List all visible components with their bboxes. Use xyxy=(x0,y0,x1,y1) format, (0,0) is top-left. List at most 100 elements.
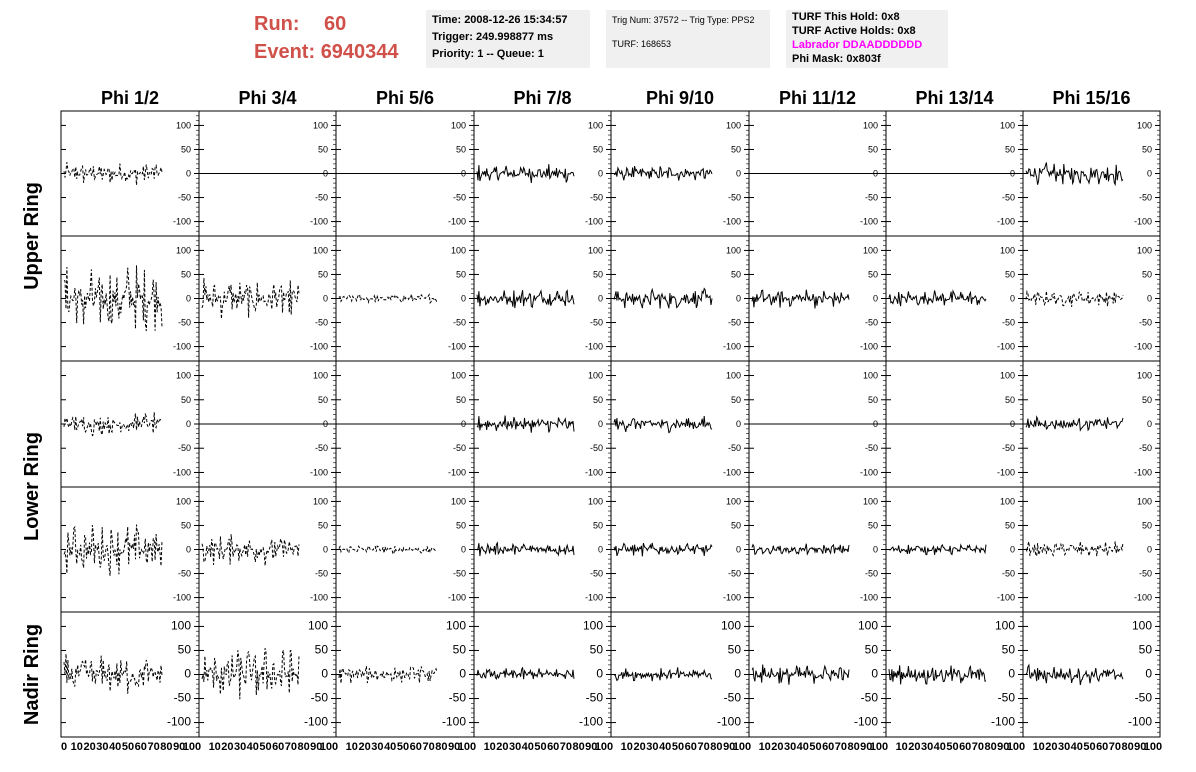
y-tick-label: 0 xyxy=(186,545,191,555)
x-tick-label: 40 xyxy=(247,741,259,753)
y-tick-label: 100 xyxy=(1000,371,1015,381)
x-tick-label: 30 xyxy=(784,741,796,753)
y-tick-label: -100 xyxy=(1134,593,1152,603)
y-tick-label: -100 xyxy=(585,467,603,477)
y-tick-label: -50 xyxy=(178,193,191,203)
y-tick-label: -50 xyxy=(449,691,467,705)
y-tick-label: 50 xyxy=(593,144,603,154)
y-tick-label: 100 xyxy=(1137,496,1152,506)
y-tick-label: 50 xyxy=(178,642,192,656)
y-tick-label: 50 xyxy=(318,144,328,154)
x-tick-label: 80 xyxy=(297,741,309,753)
y-tick-label: 0 xyxy=(1147,419,1152,429)
waveform-trace xyxy=(888,665,987,685)
y-tick-label: 50 xyxy=(1005,520,1015,530)
y-tick-label: -50 xyxy=(178,318,191,328)
y-tick-label: 50 xyxy=(865,642,879,656)
priority-text: Priority: 1 -- Queue: 1 xyxy=(432,48,544,60)
x-tick-label: 60 xyxy=(959,741,971,753)
x-tick-label: 70 xyxy=(560,741,572,753)
y-tick-label: -100 xyxy=(1134,342,1152,352)
y-tick-label: 50 xyxy=(456,520,466,530)
waveform-trace xyxy=(613,667,713,682)
y-tick-label: 100 xyxy=(588,371,603,381)
y-tick-label: 100 xyxy=(1137,120,1152,130)
y-tick-label: 50 xyxy=(1142,144,1152,154)
y-tick-label: 50 xyxy=(456,269,466,279)
x-tick-label: 60 xyxy=(1096,741,1108,753)
y-tick-label: -100 xyxy=(173,217,191,227)
x-tick-label: 10 xyxy=(1033,741,1045,753)
y-tick-label: 100 xyxy=(451,245,466,255)
y-tick-label: -100 xyxy=(860,217,878,227)
y-tick-label: -50 xyxy=(590,193,603,203)
y-tick-label: -50 xyxy=(998,691,1016,705)
y-tick-label: 0 xyxy=(736,169,741,179)
waveform-trace xyxy=(613,165,713,181)
y-tick-label: -100 xyxy=(173,467,191,477)
x-tick-label: 100 xyxy=(870,741,888,753)
y-tick-label: -100 xyxy=(448,217,466,227)
y-tick-label: -100 xyxy=(1134,467,1152,477)
y-tick-label: 50 xyxy=(181,144,191,154)
x-tick-label: 30 xyxy=(646,741,658,753)
y-tick-label: 100 xyxy=(451,371,466,381)
y-tick-label: 50 xyxy=(181,269,191,279)
y-tick-label: -50 xyxy=(590,318,603,328)
y-tick-label: -50 xyxy=(865,569,878,579)
y-tick-label: 100 xyxy=(446,618,466,632)
y-tick-label: 100 xyxy=(313,245,328,255)
y-tick-label: 50 xyxy=(318,269,328,279)
y-tick-label: 100 xyxy=(726,245,741,255)
waveform-trace xyxy=(613,542,713,557)
x-tick-label: 10 xyxy=(484,741,496,753)
x-tick-label: 70 xyxy=(972,741,984,753)
x-tick-label: 90 xyxy=(585,741,597,753)
y-tick-label: -100 xyxy=(997,217,1015,227)
y-tick-label: 100 xyxy=(588,496,603,506)
y-tick-label: -50 xyxy=(590,569,603,579)
y-tick-label: 100 xyxy=(726,120,741,130)
waveform-trace xyxy=(613,416,713,434)
y-tick-label: -50 xyxy=(1135,691,1153,705)
y-tick-label: -50 xyxy=(1002,318,1015,328)
x-tick-label: 70 xyxy=(147,741,159,753)
y-tick-label: -100 xyxy=(860,342,878,352)
x-tick-label: 60 xyxy=(547,741,559,753)
y-tick-label: -100 xyxy=(448,342,466,352)
time-text: Time: 2008-12-26 15:34:57 xyxy=(432,14,568,26)
x-tick-label: 60 xyxy=(410,741,422,753)
y-tick-label: -100 xyxy=(448,467,466,477)
y-tick-label: -50 xyxy=(728,193,741,203)
x-tick-label: 30 xyxy=(1058,741,1070,753)
waveform-trace xyxy=(201,277,300,319)
column-title: Phi 9/10 xyxy=(646,88,714,108)
y-tick-label: -100 xyxy=(173,593,191,603)
y-tick-label: -50 xyxy=(174,691,192,705)
y-tick-label: 100 xyxy=(451,120,466,130)
x-tick-label: 40 xyxy=(522,741,534,753)
y-tick-label: 100 xyxy=(863,371,878,381)
y-tick-label: 50 xyxy=(868,144,878,154)
y-tick-label: 50 xyxy=(456,395,466,405)
y-tick-label: 0 xyxy=(598,419,603,429)
x-tick-label: 50 xyxy=(534,741,546,753)
x-tick-label: 80 xyxy=(160,741,172,753)
column-title: Phi 1/2 xyxy=(101,88,159,108)
x-tick-label: 10 xyxy=(896,741,908,753)
x-tick-label: 60 xyxy=(685,741,697,753)
row-title: Nadir Ring xyxy=(21,624,43,725)
event-label: Event: xyxy=(254,41,316,63)
waveform-trace xyxy=(751,543,850,556)
y-tick-label: 50 xyxy=(731,395,741,405)
y-tick-label: -100 xyxy=(1128,715,1152,729)
waveform-trace xyxy=(201,648,300,700)
x-tick-label: 10 xyxy=(621,741,633,753)
x-tick-label: 50 xyxy=(259,741,271,753)
y-tick-label: 0 xyxy=(736,294,741,304)
waveform-trace xyxy=(338,666,438,684)
trigger-text: Trigger: 249.998877 ms xyxy=(432,31,554,43)
column-title: Phi 5/6 xyxy=(376,88,434,108)
x-tick-label: 100 xyxy=(1007,741,1025,753)
